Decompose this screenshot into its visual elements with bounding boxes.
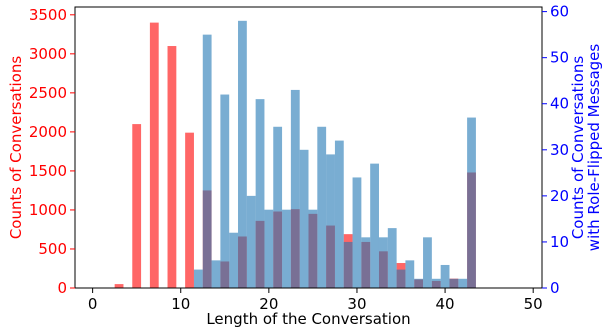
right-bar (458, 278, 468, 288)
right-bar (423, 237, 432, 288)
left-y-tick-label: 2000 (29, 123, 67, 141)
x-tick-label: 20 (259, 295, 278, 313)
right-bar (229, 232, 239, 288)
right-bar (378, 237, 388, 288)
right-bar (264, 209, 274, 288)
right-bar (211, 260, 221, 288)
right-bar (202, 34, 212, 288)
left-y-tick-label: 3500 (29, 6, 67, 24)
right-y-tick-label: 60 (550, 3, 569, 21)
left-y-tick-label: 1500 (29, 162, 67, 180)
right-y-tick-label: 30 (550, 141, 569, 159)
right-bar (308, 209, 318, 288)
right-y-tick-label: 10 (550, 233, 569, 251)
right-bar (273, 126, 283, 288)
right-y-axis-label-line-2: with Role-Flipped Messages (585, 44, 602, 252)
right-bar (317, 126, 327, 288)
right-bar (238, 20, 247, 288)
x-tick-label: 30 (347, 295, 366, 313)
left-y-tick-label: 2500 (29, 84, 67, 102)
x-axis-label: Length of the Conversation (206, 310, 410, 328)
x-tick-label: 0 (88, 295, 98, 313)
right-bar (449, 278, 459, 288)
right-bar (405, 260, 415, 288)
x-tick-label: 50 (524, 295, 543, 313)
right-y-tick-label: 50 (550, 49, 569, 67)
right-bar (220, 94, 230, 288)
right-bar (396, 269, 406, 288)
right-series-bars (193, 20, 476, 289)
right-bar (352, 177, 362, 288)
x-tick-label: 40 (436, 295, 455, 313)
left-y-tick-label: 500 (38, 240, 67, 258)
right-bar (334, 140, 344, 288)
right-bar (440, 264, 450, 288)
left-y-axis-label: Counts of Conversations (7, 56, 25, 240)
right-bar (193, 269, 203, 288)
right-bar (370, 163, 379, 288)
right-bar (467, 117, 476, 289)
left-bar (167, 46, 177, 289)
right-bar (255, 99, 265, 288)
left-bar (114, 284, 124, 288)
left-bar (149, 22, 159, 288)
left-y-tick-label: 1000 (29, 201, 67, 219)
right-bar (361, 237, 371, 288)
right-bar (343, 241, 353, 288)
right-y-tick-label: 20 (550, 187, 569, 205)
right-bar (299, 149, 309, 288)
right-bar (387, 228, 397, 288)
left-bar (132, 124, 142, 288)
right-y-axis-label-line-1: Counts of Conversations (569, 56, 587, 240)
right-bar (326, 154, 335, 288)
left-y-tick-label: 3000 (29, 45, 67, 63)
right-bar (431, 278, 441, 288)
right-bar (290, 89, 300, 288)
plot-frame (74, 6, 543, 289)
x-tick-label: 10 (171, 295, 190, 313)
axes: 0 10 20 30 40 5005001000150020002500300035000… (29, 3, 569, 313)
left-bar (185, 132, 194, 288)
right-bar (246, 195, 256, 288)
right-bar (282, 209, 291, 288)
right-bar (414, 278, 424, 288)
left-y-tick-label: 0 (57, 279, 67, 297)
right-y-tick-label: 0 (550, 279, 560, 297)
right-y-tick-label: 40 (550, 95, 569, 113)
